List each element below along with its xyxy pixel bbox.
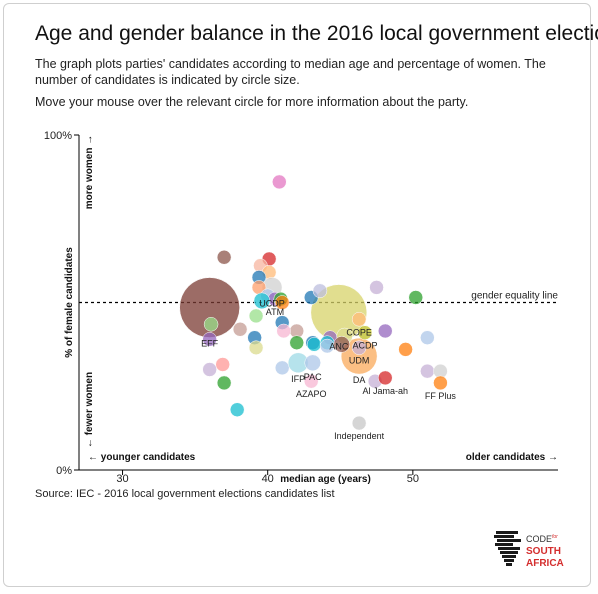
x-tick-label-1: 40	[262, 473, 274, 485]
party-bubble-43[interactable]	[215, 357, 230, 372]
party-bubble-40[interactable]	[398, 342, 413, 357]
party-bubble-22[interactable]	[232, 322, 248, 337]
fewer-women-annotation: ← fewer women	[84, 372, 95, 448]
party-label-2: DA	[353, 375, 366, 385]
source-note: Source: IEC - 2016 local government elec…	[35, 488, 335, 500]
party-label-1: ANC	[329, 342, 349, 352]
party-bubble-48[interactable]	[304, 354, 321, 372]
party-label-38: UDM	[349, 356, 370, 366]
svg-text:SOUTH: SOUTH	[526, 546, 561, 557]
y-axis-label: % of female candidates	[64, 247, 75, 358]
party-bubble-37[interactable]	[333, 336, 350, 353]
more-women-annotation: more women →	[84, 135, 95, 209]
party-bubble-54[interactable]	[433, 375, 448, 391]
party-bubble-21[interactable]	[203, 317, 219, 332]
party-bubble-14[interactable]	[253, 292, 271, 310]
party-bubble-20[interactable]	[248, 308, 264, 324]
party-label-56: Independent	[334, 431, 385, 441]
party-bubble-51[interactable]	[378, 370, 393, 386]
party-bubble-56[interactable]	[351, 415, 367, 431]
party-bubble-30[interactable]	[306, 337, 322, 352]
chart-card	[3, 3, 591, 587]
party-label-9: UCDP	[259, 298, 285, 308]
hover-hint: Move your mouse over the relevant circle…	[35, 95, 469, 109]
chart-description: The graph plots parties' candidates acco…	[35, 57, 546, 87]
party-bubble-17[interactable]	[312, 283, 328, 299]
party-label-12: ATM	[266, 307, 284, 317]
svg-text:CODE: CODE	[526, 534, 552, 544]
party-label-48: PAC	[304, 372, 322, 382]
party-label-49: AZAPO	[296, 389, 327, 399]
party-bubble-15[interactable]	[274, 295, 290, 310]
younger-candidates-annotation: ← younger candidates	[88, 452, 196, 463]
code-for-south-africa-logo: CODE for SOUTH AFRICA	[492, 528, 574, 574]
party-bubble-28[interactable]	[289, 335, 304, 350]
party-bubble-45[interactable]	[216, 375, 232, 391]
party-bubble-41[interactable]	[420, 330, 435, 345]
party-bubble-35[interactable]	[351, 312, 367, 327]
party-label-0: EFF	[201, 339, 219, 349]
party-label-36: ACDP	[352, 341, 377, 351]
party-label-54: FF Plus	[425, 391, 457, 401]
gender-equality-line-label: gender equality line	[471, 291, 558, 302]
party-bubble-38[interactable]	[351, 340, 367, 355]
party-bubble-3[interactable]	[272, 174, 287, 190]
party-bubble-55[interactable]	[229, 402, 245, 417]
y-tick-label-1: 100%	[44, 130, 72, 142]
party-bubble-2[interactable]	[340, 337, 378, 375]
party-bubble-49[interactable]	[303, 373, 319, 389]
party-bubble-27[interactable]	[276, 323, 291, 339]
older-candidates-annotation: older candidates →	[466, 452, 558, 463]
party-bubble-44[interactable]	[202, 362, 217, 377]
party-bubble-39[interactable]	[378, 323, 393, 339]
party-bubble-52[interactable]	[420, 363, 435, 379]
party-label-47: IFP	[291, 374, 305, 384]
party-label-51: Al Jama-ah	[363, 386, 409, 396]
party-bubble-42[interactable]	[248, 340, 264, 355]
y-tick-label-0: 0%	[56, 465, 72, 477]
party-bubble-46[interactable]	[274, 360, 290, 376]
party-bubble-36[interactable]	[357, 325, 373, 340]
svg-text:AFRICA: AFRICA	[526, 558, 564, 569]
party-bubble-18[interactable]	[369, 280, 384, 295]
svg-text:for: for	[552, 534, 558, 540]
party-bubble-23[interactable]	[202, 332, 217, 347]
page-title: Age and gender balance in the 2016 local…	[35, 22, 598, 45]
party-bubble-19[interactable]	[408, 290, 424, 305]
party-label-35: COPE	[346, 327, 372, 337]
x-axis-label: median age (years)	[280, 474, 371, 485]
x-tick-label-2: 50	[407, 473, 419, 485]
party-bubble-4[interactable]	[216, 250, 232, 265]
x-tick-label-0: 30	[116, 473, 128, 485]
